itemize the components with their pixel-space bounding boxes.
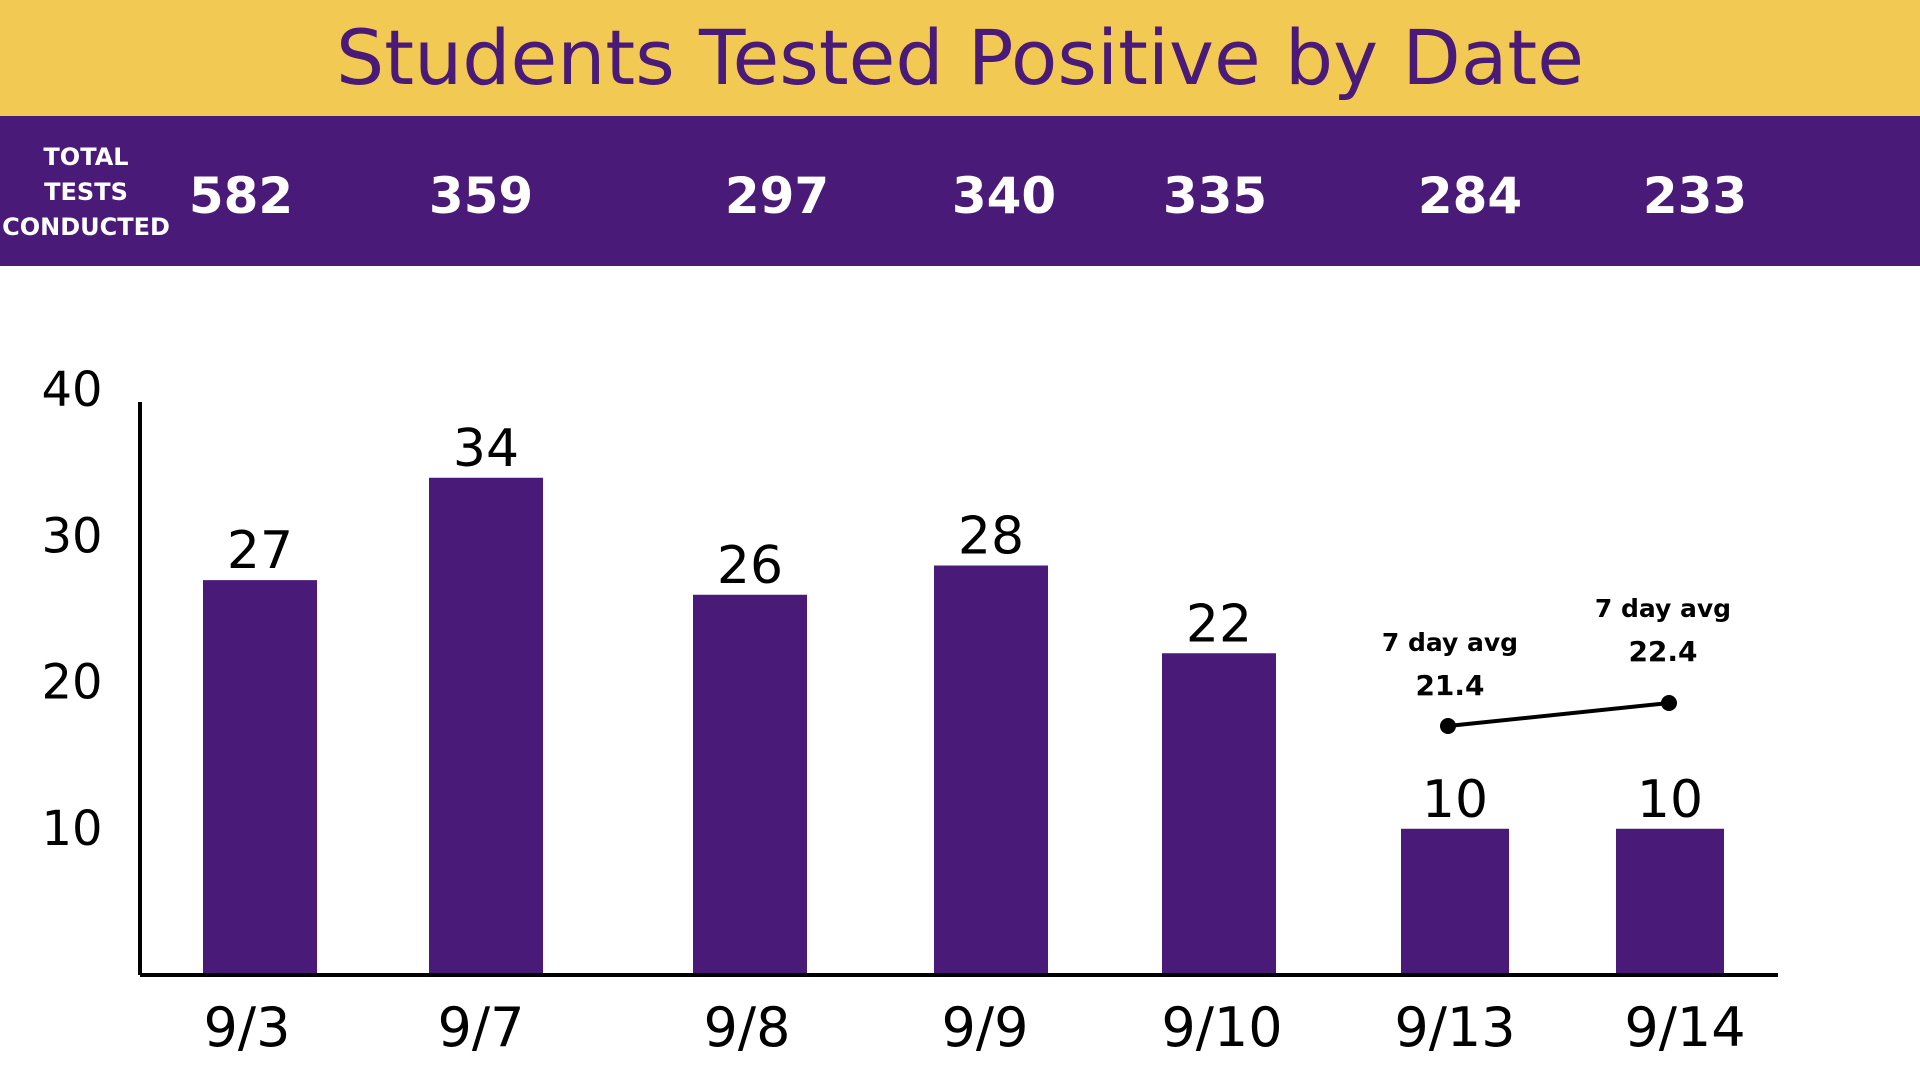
total-tests-label-line: TESTS xyxy=(44,178,128,206)
bar-9-10 xyxy=(1162,653,1276,975)
tests-count-9-14: 233 xyxy=(1642,167,1748,225)
seven-day-avg-value: 22.4 xyxy=(1628,635,1697,668)
x-tick-label: 9/14 xyxy=(1624,996,1745,1059)
bar-9-14 xyxy=(1616,828,1724,975)
title-bar xyxy=(0,0,1920,116)
seven-day-avg-label: 7 day avg xyxy=(1382,628,1518,657)
seven-day-avg-point xyxy=(1440,718,1456,734)
y-tick-label: 40 xyxy=(41,362,102,418)
y-tick-label: 20 xyxy=(41,655,102,711)
tests-count-9-3: 582 xyxy=(188,167,294,225)
total-tests-label-line: TOTAL xyxy=(43,143,129,171)
tests-count-9-13: 284 xyxy=(1417,167,1523,225)
data-label: 27 xyxy=(227,521,293,581)
x-tick-label: 9/8 xyxy=(704,996,791,1059)
tests-count-9-10: 335 xyxy=(1162,167,1268,225)
data-label: 22 xyxy=(1186,594,1252,654)
data-label: 34 xyxy=(453,419,519,479)
y-tick-label: 30 xyxy=(41,508,102,564)
data-label: 28 xyxy=(958,507,1024,567)
seven-day-avg-line xyxy=(1447,701,1670,728)
seven-day-avg-value: 21.4 xyxy=(1415,669,1484,702)
seven-day-avg-point xyxy=(1661,695,1677,711)
tests-count-9-9: 340 xyxy=(951,167,1057,225)
total-tests-bar xyxy=(0,116,1920,266)
bar-9-9 xyxy=(934,565,1048,975)
chart-title: Students Tested Positive by Date xyxy=(336,13,1584,102)
data-label: 10 xyxy=(1422,770,1488,830)
bar-9-8 xyxy=(693,594,807,975)
x-tick-label: 9/10 xyxy=(1161,996,1282,1059)
total-tests-label: TOTAL TESTS CONDUCTED xyxy=(0,140,172,245)
x-tick-label: 9/13 xyxy=(1394,996,1515,1059)
y-tick-label: 10 xyxy=(41,801,102,857)
x-tick-label: 9/7 xyxy=(438,996,525,1059)
seven-day-avg-label: 7 day avg xyxy=(1595,594,1731,623)
data-label: 26 xyxy=(717,536,783,596)
total-tests-label-line: CONDUCTED xyxy=(2,213,170,241)
tests-count-9-7: 359 xyxy=(428,167,534,225)
bar-9-13 xyxy=(1401,828,1509,975)
x-tick-label: 9/3 xyxy=(204,996,291,1059)
bar-9-3 xyxy=(203,580,317,975)
tests-count-9-8: 297 xyxy=(724,167,830,225)
data-label: 10 xyxy=(1637,770,1703,830)
bar-9-7 xyxy=(429,477,543,975)
x-tick-label: 9/9 xyxy=(942,996,1029,1059)
